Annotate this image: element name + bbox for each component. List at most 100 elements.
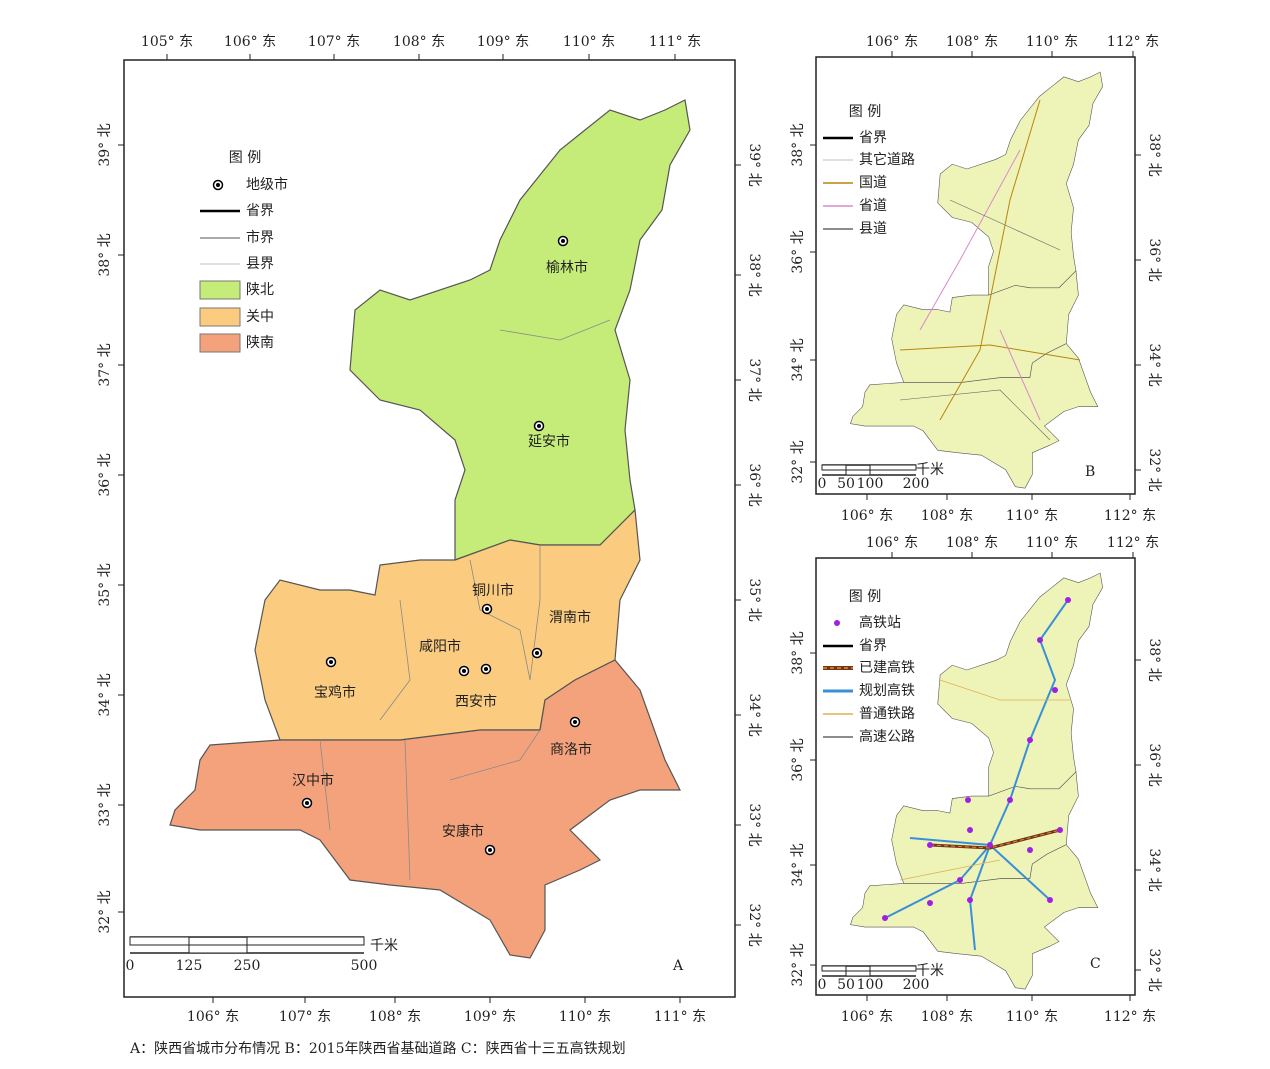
lon-tick-label: 108° 东 — [921, 1009, 973, 1025]
lon-tick-label: 110° 东 — [1026, 34, 1078, 50]
legend-label: 其它道路 — [859, 151, 915, 168]
frame-c — [815, 557, 1136, 996]
lon-tick-label: 110° 东 — [563, 34, 615, 50]
scale-bar — [129, 936, 190, 946]
city-label: 商洛市 — [550, 741, 592, 758]
lat-tick-label: 38° 北 — [790, 123, 806, 166]
lat-tick-label: 36° 北 — [790, 230, 806, 273]
lon-tick-label: 106° 东 — [224, 34, 276, 50]
scale-label: 500 — [351, 958, 378, 974]
lon-tick-label: 108° 东 — [946, 535, 998, 551]
lon-tick-label: 108° 东 — [393, 34, 445, 50]
legend-label: 规划高铁 — [859, 682, 915, 699]
panel-label: A — [672, 958, 684, 974]
scale-label: 0 — [818, 476, 827, 492]
legend-label: 省界 — [246, 203, 274, 219]
scale-bar — [845, 970, 871, 977]
legend-label: 普通铁路 — [859, 706, 915, 722]
city-label: 延安市 — [528, 433, 570, 450]
legend-title: 图 例 — [849, 104, 881, 120]
roads — [899, 99, 1081, 441]
lon-tick-label: 112° 东 — [1104, 1009, 1156, 1025]
scale-label: 200 — [903, 476, 930, 492]
legend-label: 关中 — [246, 309, 274, 325]
lon-tick-label: 106° 东 — [866, 34, 918, 50]
legend-symbol — [199, 333, 241, 353]
city-marker — [573, 720, 577, 724]
lat-tick-label: 36° 北 — [97, 453, 113, 496]
lat-tick-label: 36° 北 — [790, 738, 806, 781]
lat-tick-label: 35° 北 — [97, 563, 113, 606]
scale-bar — [821, 965, 847, 972]
lat-tick-label: 34° 北 — [790, 338, 806, 381]
province-shape — [850, 573, 1102, 989]
city-label: 渭南市 — [549, 609, 591, 626]
city-marker — [329, 660, 333, 664]
scale-bar — [246, 936, 365, 946]
legend-symbol — [216, 183, 220, 187]
lat-tick-label: 37° 北 — [746, 358, 762, 401]
legend-title: 图 例 — [849, 589, 881, 605]
scale-unit: 千米 — [916, 963, 944, 979]
stations — [882, 597, 1071, 921]
legend-label: 国道 — [859, 175, 887, 191]
legend-label: 陕南 — [246, 335, 274, 351]
lat-tick-label: 39° 北 — [97, 123, 113, 166]
lon-tick-label: 108° 东 — [921, 508, 973, 524]
lon-tick-label: 106° 东 — [866, 535, 918, 551]
legend-label: 省界 — [859, 638, 887, 654]
lat-tick-label: 37° 北 — [97, 343, 113, 386]
legend-label: 省道 — [859, 198, 887, 214]
lon-tick-label: 110° 东 — [1026, 535, 1078, 551]
city-marker — [561, 239, 565, 243]
lon-tick-label: 112° 东 — [1104, 508, 1156, 524]
scale-label: 0 — [818, 977, 827, 993]
legend-title: 图 例 — [229, 150, 261, 166]
lon-tick-label: 110° 东 — [1006, 1009, 1058, 1025]
scale-label: 250 — [234, 958, 261, 974]
legend-symbol — [199, 280, 241, 300]
lon-tick-label: 109° 东 — [477, 34, 529, 50]
scale-label: 200 — [903, 977, 930, 993]
lat-tick-label: 38° 北 — [1146, 133, 1162, 176]
lon-tick-label: 106° 东 — [841, 1009, 893, 1025]
city-borders — [319, 319, 611, 881]
region-north — [349, 99, 691, 561]
lat-tick-label: 34° 北 — [1146, 848, 1162, 891]
lon-tick-label: 110° 东 — [1006, 508, 1058, 524]
scale-label: 125 — [176, 958, 203, 974]
city-label: 宝鸡市 — [314, 684, 356, 701]
scale-bar — [869, 965, 917, 972]
lat-tick-label: 32° 北 — [1146, 448, 1162, 491]
legend-label: 已建高铁 — [859, 659, 915, 676]
city-marker — [484, 667, 488, 671]
city-marker — [537, 424, 541, 428]
lon-tick-label: 107° 东 — [279, 1009, 331, 1025]
frame-b — [815, 56, 1136, 495]
scale-bar — [188, 944, 248, 954]
lat-tick-label: 34° 北 — [790, 843, 806, 886]
lat-tick-label: 33° 北 — [97, 783, 113, 826]
railways — [884, 599, 1070, 951]
lat-tick-label: 32° 北 — [790, 943, 806, 986]
legend-symbol — [199, 307, 241, 327]
lat-tick-label: 36° 北 — [1146, 743, 1162, 786]
lat-tick-label: 38° 北 — [746, 253, 762, 296]
lat-tick-label: 35° 北 — [746, 578, 762, 621]
scale-label: 50 — [837, 476, 855, 492]
lon-tick-label: 109° 东 — [464, 1009, 516, 1025]
lon-tick-label: 112° 东 — [1107, 535, 1159, 551]
lon-tick-label: 111° 东 — [654, 1009, 706, 1025]
lat-tick-label: 34° 北 — [97, 673, 113, 716]
legend-label: 陕北 — [246, 282, 274, 298]
lon-tick-label: 105° 东 — [141, 34, 193, 50]
lon-tick-label: 112° 东 — [1107, 34, 1159, 50]
city-marker — [305, 801, 309, 805]
scale-label: 100 — [857, 977, 884, 993]
lon-tick-label: 106° 东 — [841, 508, 893, 524]
city-label: 西安市 — [455, 693, 497, 710]
legend-label: 地级市 — [246, 176, 288, 193]
lon-tick-label: 110° 东 — [559, 1009, 611, 1025]
lat-tick-label: 38° 北 — [790, 631, 806, 674]
